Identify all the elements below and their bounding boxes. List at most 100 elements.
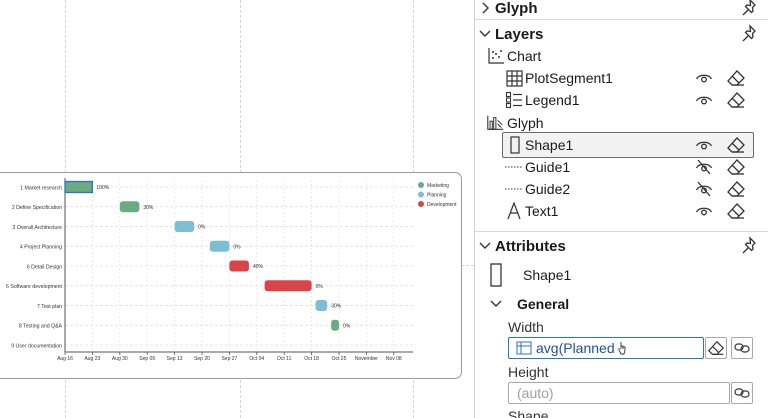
general-subsection-header[interactable]: General: [475, 293, 768, 315]
x-tick-label: Oct 25: [332, 356, 347, 362]
legend-label: Development: [427, 202, 457, 208]
eye-icon[interactable]: [695, 136, 713, 154]
eye-hidden-icon[interactable]: [695, 180, 713, 198]
pin-icon[interactable]: [741, 24, 759, 44]
layer-label: Glyph: [507, 115, 544, 131]
link-icon: [734, 388, 750, 398]
layer-item-plotsegment1[interactable]: PlotSegment1: [475, 67, 768, 89]
eye-icon[interactable]: [695, 91, 713, 109]
task-progress-label: 0%: [233, 244, 241, 250]
height-placeholder: (auto): [517, 385, 554, 401]
chevron-down-icon[interactable]: [475, 241, 495, 251]
layer-label: Text1: [525, 203, 559, 219]
legend-swatch: [418, 191, 424, 198]
height-field[interactable]: (auto): [508, 382, 730, 404]
cursor-hand-icon: [618, 342, 626, 355]
eraser-icon[interactable]: [726, 179, 746, 199]
eye-icon[interactable]: [695, 202, 713, 220]
eraser-icon[interactable]: [726, 201, 746, 221]
task-label: 2 Define Specification: [12, 205, 62, 211]
pin-icon[interactable]: [741, 0, 759, 18]
layers-section-title: Layers: [495, 25, 544, 43]
eye-hidden-icon[interactable]: [695, 158, 713, 176]
task-bar: [315, 300, 328, 311]
x-tick-label: Sep 06: [139, 356, 155, 362]
eraser-icon[interactable]: [726, 157, 746, 177]
properties-panel: Glyph Layers Chart PlotSegment1 Legend1: [474, 0, 768, 418]
chevron-down-icon[interactable]: [475, 299, 517, 309]
x-tick-label: Aug 30: [112, 356, 128, 362]
task-bar: [119, 201, 140, 213]
task-bar: [209, 240, 230, 252]
shape-label: Shape: [508, 408, 549, 418]
gantt-chart[interactable]: 1 Market research 100% 2 Define Specificat…: [0, 0, 474, 418]
task-bar: [174, 221, 195, 232]
text-icon: [505, 202, 523, 220]
task-progress-label: 0%: [316, 284, 324, 290]
x-tick-label: Sep 27: [221, 356, 237, 362]
task-progress-label: 0%: [198, 225, 206, 231]
width-field[interactable]: avg(Planned: [508, 337, 704, 359]
legend-label: Planning: [427, 192, 447, 198]
eraser-icon[interactable]: [726, 68, 746, 88]
x-tick-label: Aug 16: [57, 356, 73, 362]
section-divider: [475, 231, 768, 232]
clear-width-button[interactable]: [705, 337, 727, 359]
layer-label: Guide2: [525, 181, 571, 197]
attributes-object-header: Shape1: [475, 262, 768, 288]
pin-icon[interactable]: [741, 236, 759, 256]
x-tick-label: Oct 04: [249, 356, 264, 362]
legend-label: Marketing: [427, 183, 449, 189]
chevron-down-icon[interactable]: [475, 29, 495, 39]
task-progress-label: 30%: [143, 205, 154, 211]
x-tick-label: November: [355, 356, 378, 362]
task-label: 3 Overall Architecture: [12, 225, 62, 231]
layers-section-header[interactable]: Layers: [475, 22, 768, 46]
x-tick-label: Oct 11: [277, 356, 292, 362]
height-label: Height: [508, 364, 549, 380]
layer-item-text1[interactable]: Text1: [475, 200, 768, 222]
layer-item-glyph[interactable]: Glyph: [475, 112, 768, 134]
task-label: 6 Software development: [6, 284, 63, 290]
bind-width-button[interactable]: [731, 337, 753, 359]
rectangle-shape-icon: [489, 263, 503, 287]
eraser-icon[interactable]: [726, 135, 746, 155]
eraser-icon[interactable]: [726, 90, 746, 110]
bind-height-button[interactable]: [731, 382, 753, 404]
task-progress-label: 40%: [253, 264, 264, 270]
chart-canvas[interactable]: 1 Market research 100% 2 Define Specificat…: [0, 0, 474, 418]
legend-icon: [505, 91, 523, 109]
glyph-chart-icon: [486, 114, 504, 132]
attributes-section-header[interactable]: Attributes: [475, 234, 768, 258]
task-label: 8 Testing and Q&A: [19, 324, 63, 330]
layer-item-chart[interactable]: Chart: [475, 45, 768, 67]
legend-swatch: [418, 201, 424, 207]
layer-item-legend1[interactable]: Legend1: [475, 89, 768, 111]
layer-label: Chart: [507, 48, 542, 64]
scatter-chart-icon: [487, 47, 505, 65]
x-tick-label: Sep 13: [167, 356, 183, 362]
glyph-section-header[interactable]: Glyph: [475, 0, 768, 20]
layer-label: Guide1: [525, 159, 571, 175]
task-progress-label: 0%: [343, 323, 351, 329]
dashed-guide-icon: [505, 180, 523, 198]
layer-label: Shape1: [525, 137, 574, 153]
layer-item-guide2[interactable]: Guide2: [475, 178, 768, 200]
layer-label: Legend1: [525, 92, 580, 108]
x-tick-label: Oct 18: [304, 356, 319, 362]
task-label: 6 Detail Design: [27, 264, 62, 270]
task-bar: [264, 280, 312, 292]
layer-item-guide1[interactable]: Guide1: [475, 156, 768, 178]
rectangle-shape-icon: [506, 136, 524, 154]
dashed-guide-icon: [505, 158, 523, 176]
glyph-section-title: Glyph: [495, 0, 538, 17]
task-bar: [229, 260, 249, 272]
width-label: Width: [508, 319, 544, 335]
attributes-section-title: Attributes: [495, 237, 566, 255]
eye-icon[interactable]: [695, 69, 713, 87]
x-tick-label: Aug 23: [84, 356, 100, 362]
grid-icon: [505, 69, 523, 87]
chevron-right-icon[interactable]: [475, 2, 495, 14]
task-progress-label: 30%: [331, 304, 342, 310]
layer-item-shape1[interactable]: Shape1: [475, 132, 768, 158]
